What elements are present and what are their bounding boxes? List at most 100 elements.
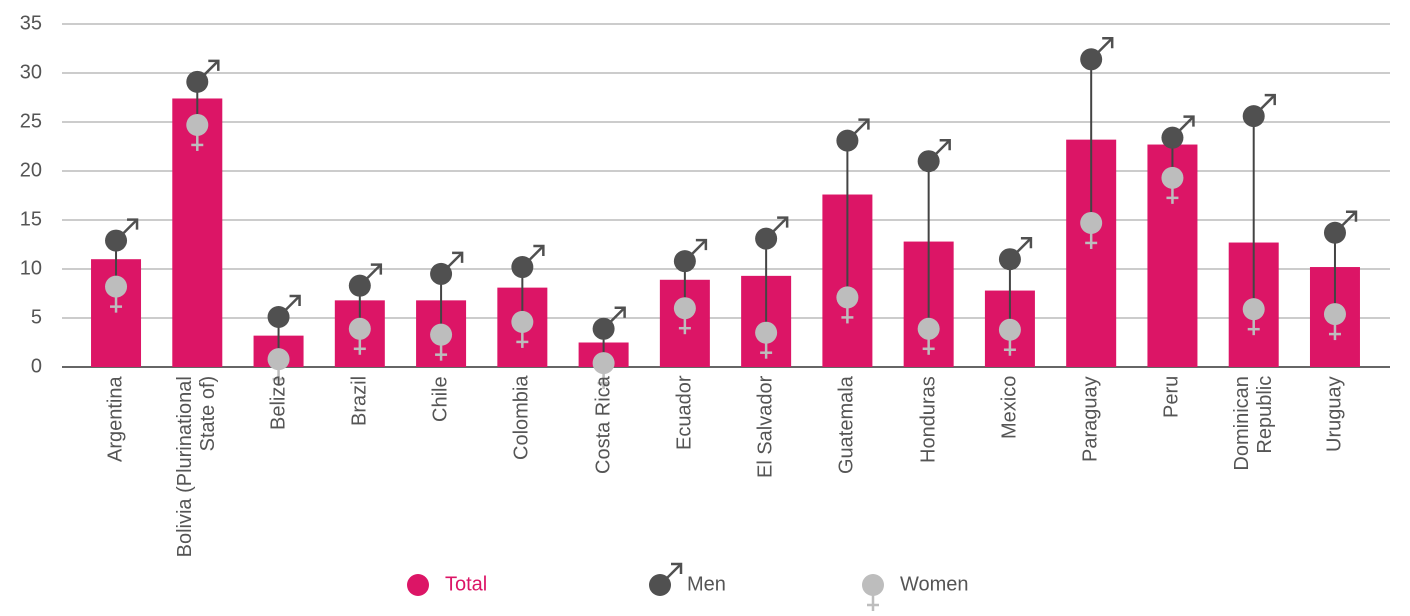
men-arrow-head [939, 138, 951, 151]
women-marker [998, 318, 1021, 356]
y-tick-label: 5 [31, 306, 42, 328]
women-point [673, 297, 696, 320]
men-point [105, 229, 128, 252]
legend-swatch [649, 574, 671, 596]
women-marker [755, 321, 778, 359]
legend-arrow [666, 564, 681, 579]
women-point [430, 323, 453, 346]
women-point [105, 275, 128, 298]
x-tick-label: Ecuador [673, 376, 696, 451]
x-tick-label: Honduras [917, 376, 940, 463]
women-marker [1323, 303, 1346, 341]
men-point [1161, 126, 1184, 149]
men-arrow-head [695, 238, 708, 251]
men-marker [1323, 210, 1358, 244]
women-point [1242, 298, 1265, 321]
women-marker [592, 352, 615, 390]
men-point [186, 70, 209, 93]
men-marker [430, 251, 464, 285]
men-marker [592, 306, 626, 340]
men-arrow [528, 246, 544, 261]
x-tick-label: Mexico [998, 376, 1021, 440]
men-arrow-head [614, 306, 626, 318]
y-tick-label: 20 [20, 159, 42, 181]
men-arrow [934, 140, 950, 156]
men-marker [755, 216, 789, 250]
women-marker [836, 286, 859, 324]
legend-arrow-head [671, 562, 683, 574]
men-marker [348, 263, 383, 297]
men-arrow-head [1264, 93, 1276, 106]
men-marker [1161, 115, 1195, 149]
x-tick-label: Uruguay [1323, 376, 1346, 452]
y-tick-label: 35 [20, 12, 42, 34]
women-marker [1161, 166, 1184, 204]
men-point [1242, 105, 1265, 128]
men-arrow-head [1183, 115, 1195, 127]
women-marker [105, 275, 128, 313]
x-tick-label: Chile [429, 376, 452, 422]
women-point [836, 286, 859, 309]
men-arrow-head [370, 263, 383, 275]
men-point [348, 274, 371, 297]
men-point [836, 129, 859, 152]
women-marker [917, 317, 940, 355]
men-arrow [609, 307, 625, 323]
men-point [998, 248, 1021, 271]
men-arrow-head [1020, 236, 1033, 249]
women-point [755, 321, 778, 344]
men-arrow-head [777, 216, 789, 228]
men-arrow-head [858, 118, 870, 130]
men-marker [186, 59, 220, 93]
men-marker [917, 138, 951, 173]
y-tick-label: 0 [31, 355, 42, 377]
men-point [430, 262, 453, 285]
women-marker [186, 113, 209, 151]
men-marker [105, 218, 139, 252]
women-marker [1080, 211, 1103, 249]
women-marker [673, 297, 696, 335]
men-marker [1080, 37, 1114, 71]
women-point [1080, 211, 1103, 234]
legend-swatch [407, 574, 429, 596]
x-tick-label: Colombia [510, 376, 533, 461]
x-tick-label: Brazil [348, 376, 371, 427]
men-arrow-head [289, 294, 301, 307]
women-point [917, 317, 940, 340]
women-marker [1242, 298, 1265, 336]
men-marker [267, 294, 301, 329]
y-tick-label: 30 [20, 61, 42, 83]
women-point [511, 310, 534, 333]
men-marker [511, 244, 545, 279]
x-tick-label: Belize [267, 376, 290, 431]
women-marker [267, 348, 290, 386]
men-arrow [772, 217, 788, 233]
men-arrow [284, 296, 300, 311]
men-point [917, 150, 940, 173]
men-arrow-head [452, 251, 464, 263]
men-arrow [1178, 116, 1194, 132]
men-marker [836, 118, 870, 152]
y-tick-label: 15 [20, 208, 42, 230]
men-point [267, 306, 290, 329]
men-point [592, 317, 615, 340]
men-point [511, 256, 534, 279]
men-marker [998, 236, 1033, 271]
women-point [998, 318, 1021, 341]
men-point [673, 250, 696, 273]
legend-label: Women [900, 573, 969, 595]
y-tick-label: 25 [20, 110, 42, 132]
women-point [348, 317, 371, 340]
women-marker [348, 317, 371, 355]
legend-swatch [862, 574, 884, 596]
men-marker [673, 238, 708, 273]
x-tick-label: Guatemala [835, 376, 858, 474]
women-marker [511, 310, 534, 348]
x-tick-label: Dominican Republic [1230, 376, 1276, 471]
x-tick-label: Bolivia (Plurinational State of) [174, 376, 220, 558]
men-arrow [1016, 238, 1031, 254]
men-arrow-head [208, 59, 220, 71]
men-arrow [1341, 211, 1356, 227]
